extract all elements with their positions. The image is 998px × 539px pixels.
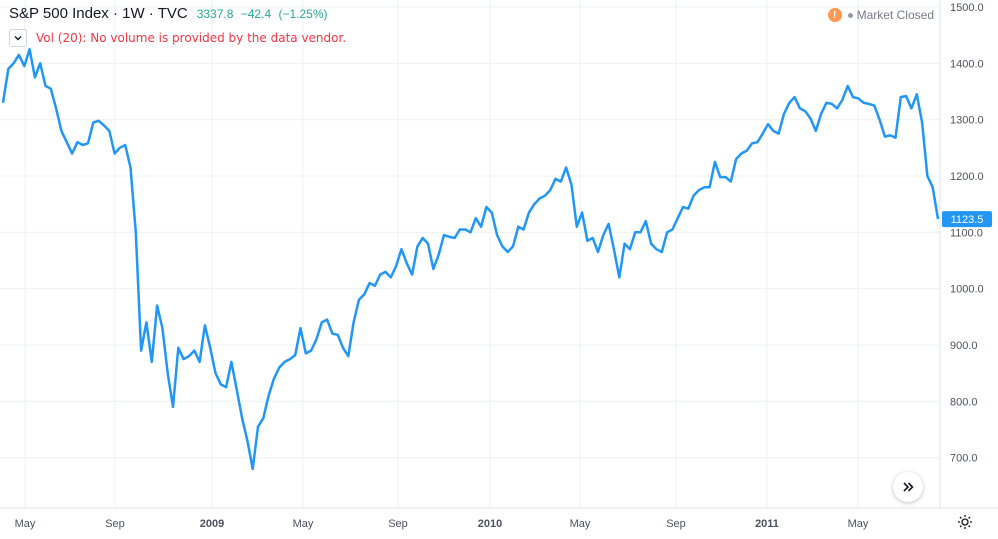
y-tick-label: 1000.0 — [950, 284, 984, 296]
x-tick-label: May — [293, 518, 314, 530]
last-price-tag — [942, 211, 992, 228]
y-tick-label: 1500.0 — [950, 2, 984, 14]
x-tick-label: May — [15, 518, 36, 530]
chart-grid — [0, 0, 940, 508]
x-tick-label: Sep — [388, 518, 408, 530]
x-tick-label: 2010 — [478, 518, 502, 530]
x-tick-label: Sep — [666, 518, 686, 530]
x-tick-label: May — [570, 518, 591, 530]
price-series-line — [1, 47, 940, 471]
x-tick-label: 2011 — [755, 518, 779, 530]
price-change: −42.4 — [240, 7, 272, 21]
settings-button[interactable] — [955, 512, 975, 532]
market-status[interactable]: ! Market Closed — [827, 8, 934, 22]
status-dot — [847, 12, 853, 18]
x-tick-label: 2009 — [200, 518, 224, 530]
exclamation-icon[interactable]: ! — [827, 8, 842, 22]
price-change-pct: (−1.25%) — [278, 7, 328, 21]
y-tick-label: 1100.0 — [950, 227, 983, 239]
y-tick-label: 900.0 — [950, 340, 978, 352]
x-tick-label: May — [848, 518, 869, 530]
scroll-to-realtime-button[interactable] — [893, 472, 923, 502]
volume-indicator-row: Vol (20): No volume is provided by the d… — [9, 29, 346, 47]
chart-header: S&P 500 Index · 1W · TVC 3337.8 −42.4 (−… — [9, 5, 332, 22]
y-tick-label: 1400.0 — [950, 58, 984, 70]
gear-icon — [958, 515, 972, 529]
volume-indicator-label[interactable]: Vol (20): No volume is provided by the d… — [36, 31, 347, 45]
y-tick-label: 700.0 — [950, 453, 978, 465]
collapse-button[interactable] — [9, 29, 27, 47]
price-info: 3337.8 −42.4 (−1.25%) — [197, 7, 332, 21]
market-status-label: Market Closed — [856, 8, 934, 22]
x-tick-label: Sep — [105, 518, 125, 530]
y-tick-label: 1300.0 — [950, 115, 984, 127]
chevron-down-icon — [14, 36, 22, 41]
y-tick-label: 1200.0 — [950, 171, 984, 183]
y-tick-label: 800.0 — [950, 396, 978, 408]
last-price-tag-label: 1123.5 — [951, 214, 984, 226]
price-line-group — [1, 47, 940, 471]
last-price: 3337.8 — [196, 7, 234, 21]
symbol-title[interactable]: S&P 500 Index · 1W · TVC — [9, 5, 188, 22]
double-chevron-right-icon — [903, 482, 914, 492]
